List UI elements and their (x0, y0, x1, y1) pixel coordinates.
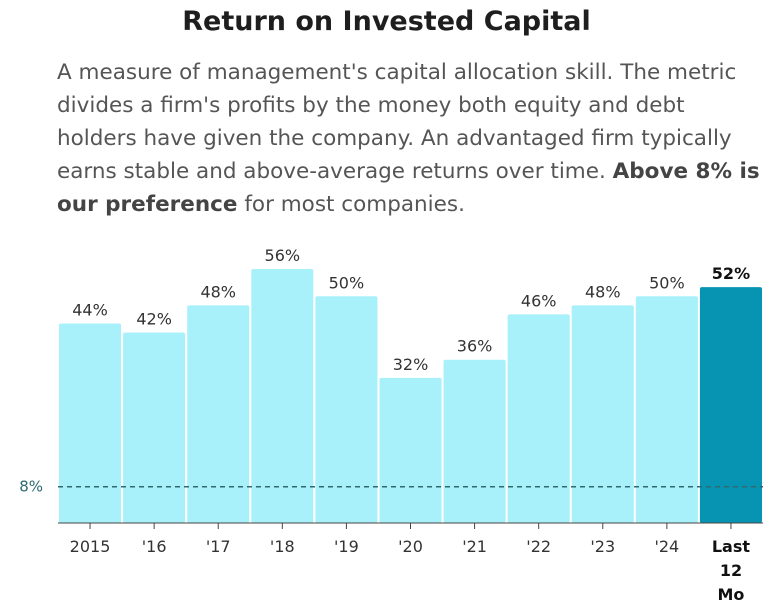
tick-label-5: '20 (398, 537, 423, 556)
tick-label-7: '22 (526, 537, 551, 556)
bar-2 (187, 305, 250, 523)
reference-line-label: 8% (19, 478, 43, 496)
value-label-7: 46% (521, 291, 557, 310)
tick-label-6: '21 (462, 537, 487, 556)
value-label-4: 50% (329, 273, 365, 292)
description-emphasis: Above 8% is our preference (57, 159, 760, 217)
value-label-10: 52% (712, 264, 750, 283)
value-label-6: 36% (457, 337, 493, 356)
chart-title: Return on Invested Capital (182, 6, 591, 37)
tick-label-1: '16 (142, 537, 167, 556)
bar-6 (443, 359, 506, 523)
description-text: A measure of management's capital alloca… (57, 60, 737, 184)
tick-label-9: '24 (654, 537, 679, 556)
bar-3 (251, 269, 314, 523)
tick-label-4: '19 (334, 537, 359, 556)
bar-4 (315, 296, 378, 523)
chart-description: A measure of management's capital alloca… (57, 56, 769, 221)
value-label-8: 48% (585, 282, 621, 301)
value-label-5: 32% (393, 355, 429, 374)
bar-9 (635, 296, 698, 523)
bar-0 (59, 323, 122, 523)
description-tail: for most companies. (244, 192, 465, 217)
tick-label-0: 2015 (70, 537, 111, 556)
value-label-9: 50% (649, 273, 685, 292)
tick-label-8: '23 (590, 537, 615, 556)
value-label-1: 42% (136, 310, 172, 329)
value-label-0: 44% (72, 300, 108, 319)
bar-10 (699, 287, 762, 523)
bar-1 (123, 332, 186, 523)
tick-label-3: '18 (270, 537, 295, 556)
roic-bar-chart: 44% 2015 42% '16 48% '17 56% '18 50% '19 32% '20 36%… (19, 246, 763, 604)
value-label-2: 48% (200, 282, 236, 301)
bar-8 (571, 305, 634, 523)
bar-7 (507, 314, 570, 523)
tick-label-10: Last 12 Mo (712, 537, 751, 604)
value-label-3: 56% (265, 246, 301, 265)
tick-label-2: '17 (206, 537, 231, 556)
bar-5 (379, 377, 442, 523)
